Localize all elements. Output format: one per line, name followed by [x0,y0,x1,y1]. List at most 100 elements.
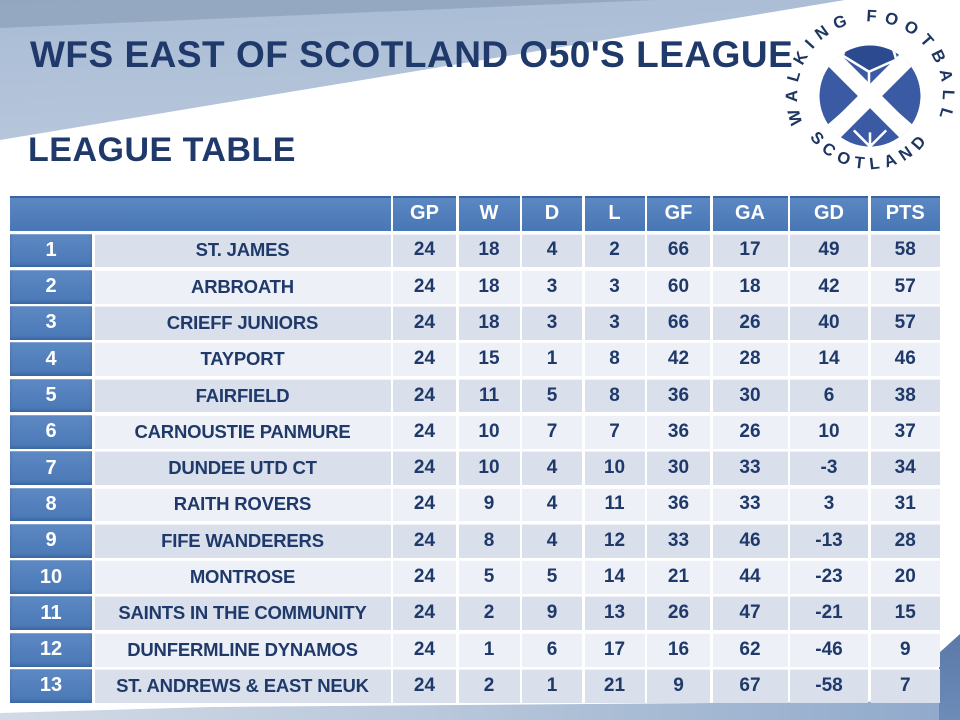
stat-cell-pts: 58 [870,233,940,268]
stat-cell-d: 9 [522,596,582,631]
team-name-cell: ARBROATH [94,269,391,304]
stat-cell-d: 4 [522,487,582,522]
stat-cell-w: 2 [458,669,520,703]
stat-cell-ga: 26 [712,306,788,340]
stat-cell-gp: 24 [393,669,456,703]
stat-cell-gf: 66 [647,233,710,268]
team-name-cell: RAITH ROVERS [94,487,391,522]
position-cell: 3 [10,306,92,340]
stat-cell-pts: 34 [870,451,940,486]
stat-cell-gf: 42 [647,342,710,377]
stat-cell-gp: 24 [393,233,456,268]
stat-cell-pts: 57 [870,306,940,340]
stat-cell-gf: 36 [647,487,710,522]
stat-cell-gf: 66 [647,306,710,340]
stat-cell-gd: 42 [790,269,868,304]
position-cell: 4 [10,342,92,377]
stat-cell-d: 1 [522,669,582,703]
team-name-cell: MONTROSE [94,560,391,594]
walking-football-scotland-logo: WALKING FOOTBALL SCOTLAND [782,6,951,173]
stat-cell-l: 2 [584,233,645,268]
column-header-ga: GA [712,196,788,231]
position-cell: 13 [10,669,92,703]
team-name-cell: ST. JAMES [94,233,391,268]
stat-cell-d: 5 [522,560,582,594]
stat-cell-gf: 30 [647,451,710,486]
team-name-cell: ST. ANDREWS & EAST NEUK [94,669,391,703]
stat-cell-pts: 7 [870,669,940,703]
stat-cell-gd: 49 [790,233,868,268]
stat-cell-pts: 37 [870,414,940,449]
team-name-cell: CARNOUSTIE PANMURE [94,414,391,449]
stat-cell-gf: 26 [647,596,710,631]
stat-cell-d: 5 [522,378,582,413]
stat-cell-gf: 36 [647,414,710,449]
stat-cell-gp: 24 [393,632,456,667]
stat-cell-ga: 18 [712,269,788,304]
stat-cell-ga: 33 [712,487,788,522]
stat-cell-w: 18 [458,269,520,304]
stat-cell-l: 13 [584,596,645,631]
stat-cell-l: 8 [584,342,645,377]
stat-cell-gf: 33 [647,523,710,558]
position-cell: 12 [10,632,92,667]
team-name-cell: DUNDEE UTD CT [94,451,391,486]
stat-cell-d: 1 [522,342,582,377]
stat-cell-pts: 38 [870,378,940,413]
stat-cell-w: 1 [458,632,520,667]
stat-cell-w: 5 [458,560,520,594]
stat-cell-gp: 24 [393,306,456,340]
position-cell: 5 [10,378,92,413]
stat-cell-gd: -13 [790,523,868,558]
stat-cell-d: 4 [522,523,582,558]
stat-cell-d: 3 [522,306,582,340]
stat-cell-gd: -21 [790,596,868,631]
stat-cell-l: 8 [584,378,645,413]
stat-cell-l: 12 [584,523,645,558]
position-cell: 7 [10,451,92,486]
stat-cell-l: 3 [584,269,645,304]
stat-cell-w: 10 [458,451,520,486]
position-cell: 9 [10,523,92,558]
column-header-w: W [458,196,520,231]
position-cell: 2 [10,269,92,304]
stat-cell-l: 21 [584,669,645,703]
stat-cell-gf: 21 [647,560,710,594]
stat-cell-gf: 16 [647,632,710,667]
stat-cell-gd: -58 [790,669,868,703]
column-header-gf: GF [647,196,710,231]
stat-cell-pts: 57 [870,269,940,304]
stat-cell-pts: 46 [870,342,940,377]
stat-cell-w: 15 [458,342,520,377]
stat-cell-w: 2 [458,596,520,631]
stat-cell-gp: 24 [393,451,456,486]
position-cell: 10 [10,560,92,594]
team-name-cell: CRIEFF JUNIORS [94,306,391,340]
stat-cell-ga: 28 [712,342,788,377]
team-name-cell: FIFE WANDERERS [94,523,391,558]
column-header-d: D [522,196,582,231]
stat-cell-w: 11 [458,378,520,413]
stat-cell-gd: -46 [790,632,868,667]
column-header-l: L [584,196,645,231]
page-title: WFS EAST OF SCOTLAND O50'S LEAGUE [30,34,794,75]
stat-cell-l: 3 [584,306,645,340]
stat-cell-gd: 3 [790,487,868,522]
stat-cell-ga: 46 [712,523,788,558]
stat-cell-gd: 14 [790,342,868,377]
stat-cell-l: 10 [584,451,645,486]
stat-cell-l: 11 [584,487,645,522]
stat-cell-gf: 9 [647,669,710,703]
stat-cell-gd: 10 [790,414,868,449]
stat-cell-gf: 60 [647,269,710,304]
stat-cell-l: 17 [584,632,645,667]
stat-cell-pts: 31 [870,487,940,522]
stat-cell-ga: 30 [712,378,788,413]
team-name-cell: FAIRFIELD [94,378,391,413]
stat-cell-d: 3 [522,269,582,304]
stat-cell-d: 6 [522,632,582,667]
position-cell: 8 [10,487,92,522]
stat-cell-gp: 24 [393,378,456,413]
stat-cell-w: 18 [458,306,520,340]
